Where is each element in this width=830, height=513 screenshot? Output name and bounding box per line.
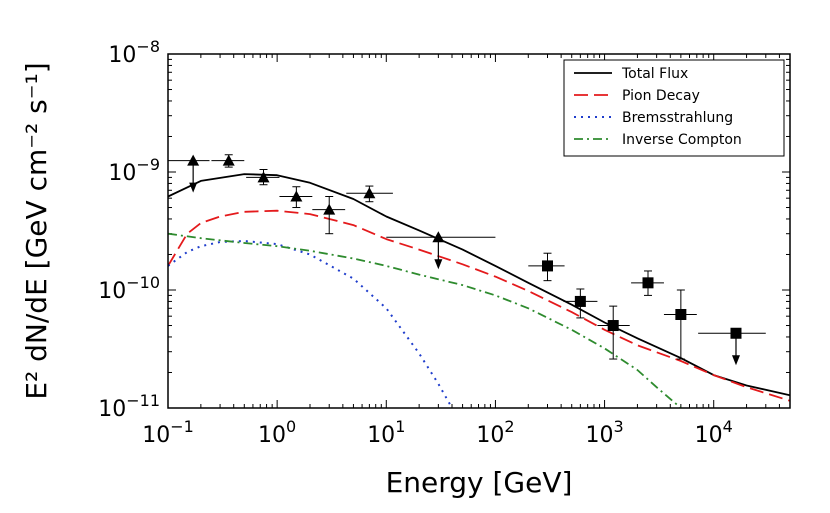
series-bremsstrahlung [168,240,453,408]
series-inverse-compton [168,232,682,408]
triangle-marker [222,154,235,166]
x-tick-label: 101 [367,417,405,448]
data-point [563,288,598,319]
x-tick-label: 100 [258,417,296,448]
series-total-flux [168,173,790,397]
legend-label: Inverse Compton [622,132,742,148]
data-point [211,154,245,168]
triangle-marker [323,203,336,215]
measured-points [168,154,766,366]
upper-limit-arrowhead [434,259,443,270]
data-point [312,195,346,235]
series-pion-decay [168,209,790,402]
legend-box [563,59,785,157]
data-point [597,305,630,360]
y-tick-label: 10−8 [108,37,160,68]
y-tick-label: 10−9 [108,155,160,186]
square-marker [642,277,654,289]
upper-limit-arrowhead [189,182,198,193]
data-point [346,185,393,203]
triangle-marker [257,171,270,183]
legend-label: Bremsstrahlung [622,110,733,126]
data-point [246,168,280,186]
data-point [698,327,766,366]
square-marker [675,308,687,320]
legend-label: Pion Decay [622,88,700,104]
triangle-marker [363,187,376,199]
legend: Total Flux Pion Decay Bremsstrahlung Invers… [563,59,785,157]
triangle-marker [290,190,303,202]
y-tick-label: 10−11 [98,391,160,422]
square-marker [574,295,586,307]
data-point [386,231,496,270]
x-tick-label: 104 [695,417,733,448]
data-point [279,186,313,209]
data-point [631,270,664,296]
square-marker [607,320,619,332]
x-tick-label: 10−1 [142,417,194,448]
x-axis-title: Energy [GeV] [386,466,573,499]
data-point [528,252,565,282]
model-curves [168,173,790,408]
data-point [168,154,210,193]
legend-label: Total Flux [621,66,688,82]
square-marker [542,260,554,272]
y-axis-title: E² dN/dE [GeV cm⁻² s⁻¹] [20,62,53,399]
triangle-marker [187,154,200,166]
upper-limit-arrowhead [731,355,740,366]
y-tick-label: 10−10 [98,273,160,304]
x-tick-label: 102 [476,417,514,448]
data-point [663,289,697,360]
triangle-marker [432,231,445,243]
x-tick-label: 103 [585,417,623,448]
square-marker [730,327,742,339]
plot-frame [167,53,791,409]
